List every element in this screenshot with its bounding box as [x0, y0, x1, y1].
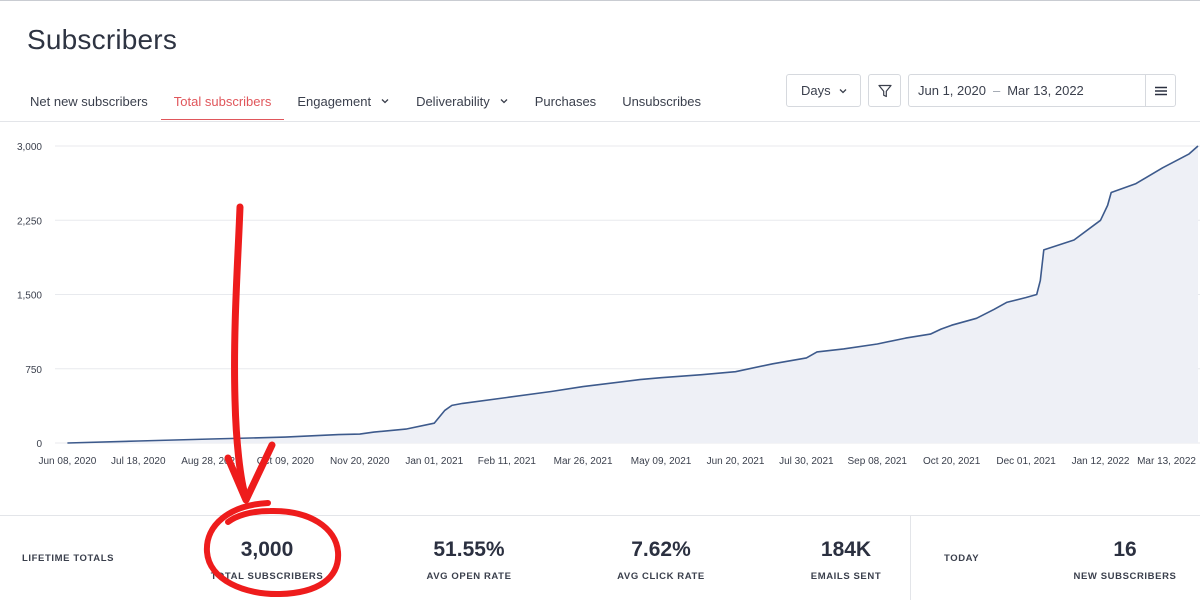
tab-label: Purchases: [534, 93, 597, 109]
total-subscribers-chart: 0 750 1,500 2,250 3,000 Jun 08, 2020 Jul 18, 2…: [17, 142, 1200, 467]
x-tick-label: Jul 18, 2020: [111, 456, 166, 467]
stat-label: EMAILS SENT: [810, 571, 882, 582]
page-title: Subscribers: [27, 24, 178, 55]
date-range-picker[interactable]: Jun 1, 2020 – Mar 13, 2022: [908, 74, 1176, 107]
chevron-down-icon: [500, 99, 508, 104]
stat-label: TOTAL SUBSCRIBERS: [210, 571, 324, 582]
stat-value: 51.55%: [433, 538, 505, 561]
series-area: [67, 146, 1198, 443]
stat-label: NEW SUBSCRIBERS: [1073, 571, 1177, 582]
x-tick-label: Mar 26, 2021: [554, 456, 613, 467]
y-tick-label: 2,250: [17, 216, 42, 227]
x-tick-label: Mar 13, 2022: [1137, 456, 1196, 467]
stat-avg-open-rate: 51.55% AVG OPEN RATE: [389, 538, 549, 582]
x-tick-label: Jan 12, 2022: [1072, 456, 1130, 467]
chevron-down-icon: [381, 99, 389, 104]
today-label: TODAY: [944, 553, 980, 564]
stat-label: AVG CLICK RATE: [617, 571, 705, 582]
series-line: [67, 145, 1199, 444]
date-range-text[interactable]: Jun 1, 2020 – Mar 13, 2022: [909, 83, 1145, 98]
tab-label: Unsubscribes: [622, 93, 701, 109]
x-tick-label: Jun 20, 2021: [707, 456, 765, 467]
tab-label: Deliverability: [416, 93, 490, 109]
tab-deliverability[interactable]: Deliverability: [403, 82, 522, 120]
menu-icon: [1154, 86, 1167, 95]
x-tick-label: Aug 28, 2020: [181, 456, 241, 467]
x-tick-label: Feb 11, 2021: [478, 456, 537, 467]
y-tick-label: 1,500: [17, 291, 42, 302]
tab-total-subscribers[interactable]: Total subscribers: [160, 82, 285, 120]
x-tick-label: Nov 20, 2020: [330, 456, 390, 467]
x-tick-label: Dec 01, 2021: [996, 456, 1056, 467]
stat-emails-sent: 184K EMAILS SENT: [766, 538, 926, 582]
date-start: Jun 1, 2020: [918, 83, 986, 98]
filter-button[interactable]: [868, 74, 901, 107]
lifetime-totals-label: LIFETIME TOTALS: [22, 553, 115, 564]
y-tick-label: 750: [25, 365, 42, 376]
filter-icon: [877, 84, 892, 97]
window-top-border: [0, 0, 1200, 1]
report-tabs: Net new subscribers Total subscribers En…: [17, 82, 714, 120]
totals-divider: [910, 516, 911, 600]
date-end: Mar 13, 2022: [1007, 83, 1084, 98]
report-controls: Days Jun 1, 2020 – Mar 13, 2022: [786, 74, 1176, 107]
stat-total-subscribers: 3,000 TOTAL SUBSCRIBERS: [187, 538, 347, 582]
x-tick-label: Oct 20, 2021: [923, 456, 981, 467]
tab-label: Engagement: [297, 93, 372, 109]
tab-unsubscribes[interactable]: Unsubscribes: [609, 82, 714, 120]
stat-new-subscribers-today: 16 NEW SUBSCRIBERS: [1045, 538, 1200, 582]
y-tick-label: 3,000: [17, 142, 42, 153]
lifetime-totals-bar: LIFETIME TOTALS 3,000 TOTAL SUBSCRIBERS …: [0, 515, 1200, 600]
granularity-select[interactable]: Days: [786, 74, 861, 107]
stat-value: 16: [1113, 538, 1137, 561]
y-tick-label: 0: [36, 439, 42, 450]
date-menu-button[interactable]: [1145, 75, 1175, 106]
stat-value: 184K: [820, 538, 872, 561]
tab-purchases[interactable]: Purchases: [522, 82, 609, 120]
chevron-down-icon: [839, 88, 847, 93]
header-divider: [0, 121, 1200, 122]
x-tick-label: Oct 09, 2020: [257, 456, 315, 467]
x-tick-label: Jun 08, 2020: [38, 456, 96, 467]
stat-label: AVG OPEN RATE: [426, 571, 512, 582]
tab-net-new-subscribers[interactable]: Net new subscribers: [17, 82, 161, 120]
tab-label: Total subscribers: [173, 93, 272, 109]
x-tick-label: Jan 01, 2021: [405, 456, 463, 467]
x-tick-label: Sep 08, 2021: [848, 456, 908, 467]
x-tick-label: May 09, 2021: [631, 456, 692, 467]
tab-label: Net new subscribers: [30, 93, 148, 109]
x-tick-label: Jul 30, 2021: [779, 456, 834, 467]
date-separator: –: [992, 83, 1001, 98]
tab-engagement[interactable]: Engagement: [284, 82, 403, 120]
stat-value: 7.62%: [631, 538, 691, 561]
stat-avg-click-rate: 7.62% AVG CLICK RATE: [581, 538, 741, 582]
granularity-value: Days: [801, 83, 831, 98]
stat-value: 3,000: [240, 538, 294, 561]
